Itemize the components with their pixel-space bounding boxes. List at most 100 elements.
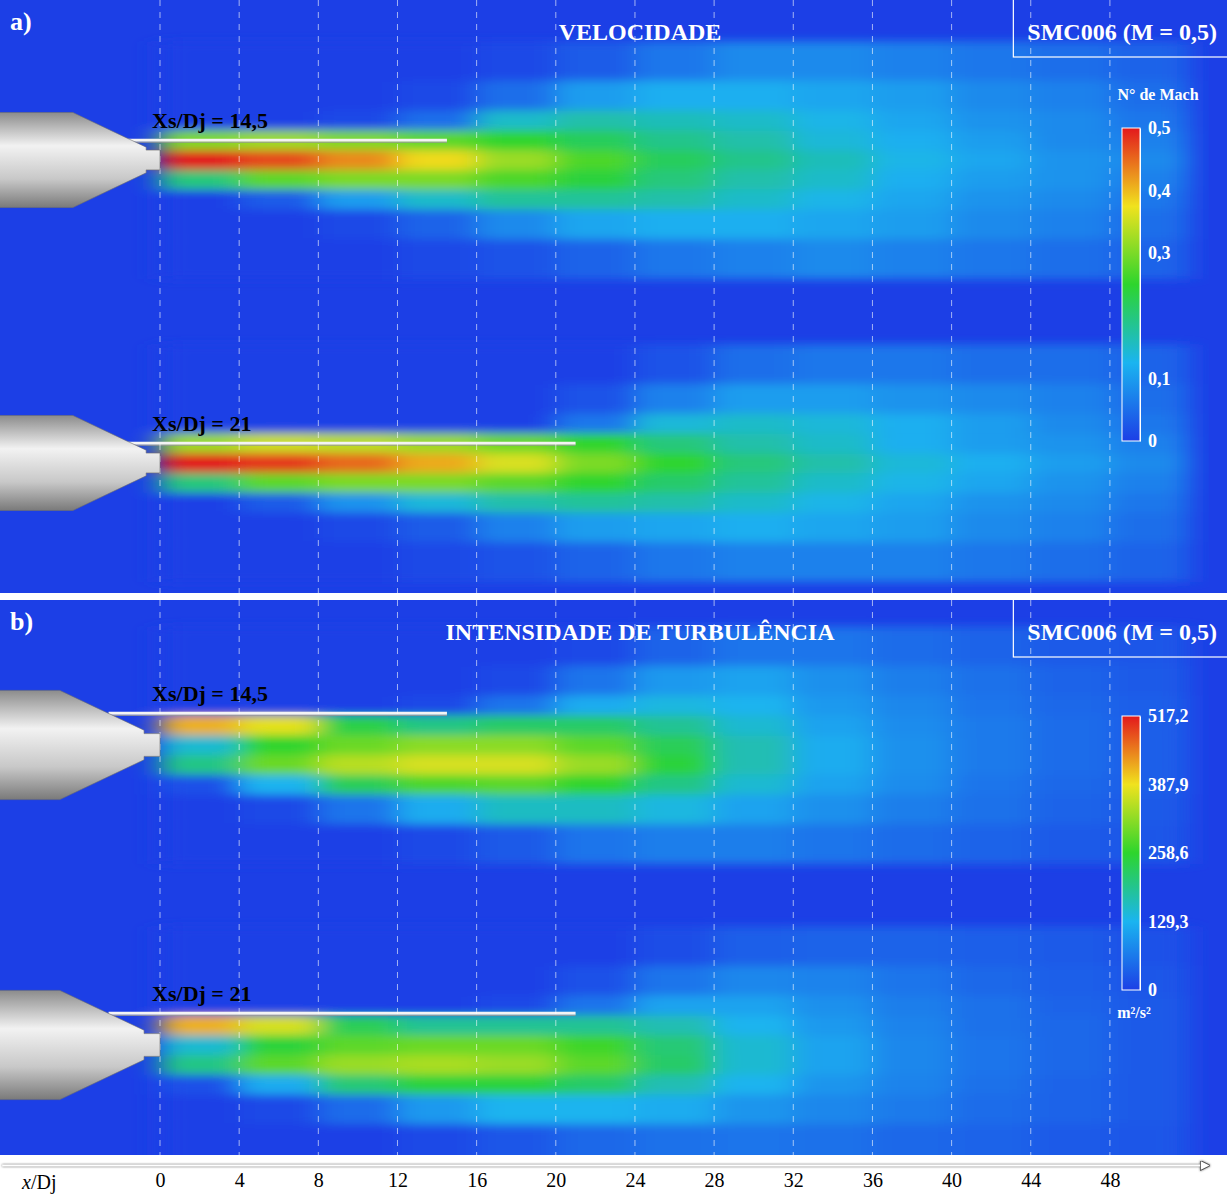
heatmap-cell	[872, 473, 952, 493]
grid-line	[714, 600, 715, 1155]
heatmap-cell	[477, 493, 557, 513]
x-tick: 0	[156, 1165, 166, 1191]
heatmap-cell	[160, 1094, 240, 1124]
heatmap-cell	[1031, 344, 1111, 384]
heatmap-cell	[872, 150, 952, 170]
colorbar-tick-label: 517,2	[1148, 706, 1189, 726]
heatmap-cell	[160, 926, 240, 966]
grid-line	[1030, 0, 1031, 593]
heatmap-cell	[239, 755, 319, 775]
heatmap-cell	[1031, 926, 1111, 966]
heatmap-cell	[952, 81, 1032, 111]
heatmap-cell	[239, 735, 319, 755]
colorbar-tick-label: 0	[1148, 980, 1157, 1000]
heatmap-cell	[872, 715, 952, 735]
heatmap-cell	[318, 824, 398, 864]
heatmap-cell	[714, 239, 794, 279]
heatmap-cell	[318, 794, 398, 824]
heatmap-cell	[793, 209, 873, 239]
grid-line	[318, 0, 319, 593]
x-tick-label: 40	[942, 1169, 962, 1191]
heatmap-cell	[239, 170, 319, 190]
heatmap-cell	[1031, 493, 1111, 513]
heatmap-cell	[477, 1075, 557, 1095]
heatmap-cell	[635, 150, 715, 170]
heatmap-cell	[477, 170, 557, 190]
heatmap-cell	[635, 239, 715, 279]
series-label: Xs/Dj = 21	[152, 411, 251, 436]
heatmap-cell	[793, 81, 873, 111]
heatmap-cell	[477, 384, 557, 414]
heatmap-cell	[477, 542, 557, 582]
heatmap-cell	[714, 926, 794, 966]
subtitle-box	[1013, 598, 1227, 657]
heatmap-cell	[872, 81, 952, 111]
heatmap-cell	[793, 512, 873, 542]
heatmap-cell	[793, 130, 873, 150]
heatmap-cell	[1110, 666, 1190, 696]
heatmap-cell	[1031, 666, 1111, 696]
heatmap-cell	[160, 794, 240, 824]
heatmap-cell	[872, 735, 952, 755]
grid-line	[397, 600, 398, 1155]
heatmap-cell	[872, 1124, 952, 1155]
colorbar-tick: 0	[1140, 431, 1157, 451]
x-tick-label: 48	[1100, 1169, 1120, 1191]
heatmap-cell	[556, 824, 636, 864]
heatmap-cell	[793, 1124, 873, 1155]
heatmap-cell	[793, 775, 873, 795]
heatmap-cell	[318, 111, 398, 131]
heatmap-cell	[556, 493, 636, 513]
heatmap-cell	[793, 1094, 873, 1124]
heatmap-cell	[635, 512, 715, 542]
heatmap-cell	[318, 1015, 398, 1035]
heatmap-cell	[556, 384, 636, 414]
heatmap-cell	[952, 384, 1032, 414]
panel: Xs/Dj = 14,5Xs/Dj = 21b)INTENSIDADE DE T…	[0, 598, 1227, 1164]
heatmap-cell	[1110, 1094, 1190, 1124]
figure: Xs/Dj = 14,5Xs/Dj = 21a)VELOCIDADESMC006…	[0, 0, 1227, 1204]
heatmap-cell	[714, 344, 794, 384]
heatmap-cell	[952, 512, 1032, 542]
heatmap-cell	[1110, 1035, 1190, 1055]
colorbar-ramp	[1122, 128, 1140, 441]
colorbar-tick: 129,3	[1140, 912, 1189, 932]
heatmap-cell	[1031, 1075, 1111, 1095]
heatmap-cell	[635, 926, 715, 966]
heatmap-cell	[318, 209, 398, 239]
heatmap-cell	[318, 473, 398, 493]
heatmap-cell	[714, 735, 794, 755]
heatmap-cell	[477, 1124, 557, 1155]
heatmap-cell	[1110, 1055, 1190, 1075]
x-tick: 36	[863, 1165, 883, 1191]
heatmap-cell	[397, 1075, 477, 1095]
heatmap-cell	[793, 111, 873, 131]
heatmap-cell	[239, 453, 319, 473]
heatmap-cell	[160, 735, 240, 755]
heatmap-cell	[635, 473, 715, 493]
x-tick: 24	[625, 1165, 645, 1191]
x-tick: 48	[1100, 1165, 1120, 1191]
heatmap-cell	[635, 414, 715, 434]
heatmap-cell	[714, 775, 794, 795]
heatmap-cell	[477, 414, 557, 434]
heatmap-cell	[793, 1055, 873, 1075]
heatmap-cell	[714, 209, 794, 239]
heatmap-cell	[397, 473, 477, 493]
grid-line	[555, 600, 556, 1155]
heatmap-cell	[1031, 696, 1111, 716]
heatmap-cell	[952, 111, 1032, 131]
heatmap-cell	[872, 666, 952, 696]
heatmap-cell	[635, 209, 715, 239]
grid-line	[476, 600, 477, 1155]
x-tick-label: 36	[863, 1169, 883, 1191]
heatmap-cell	[477, 1035, 557, 1055]
heatmap-cell	[239, 493, 319, 513]
heatmap-cell	[952, 996, 1032, 1016]
heatmap-cell	[1031, 130, 1111, 150]
heatmap-cell	[635, 794, 715, 824]
grid-line	[239, 0, 240, 593]
heatmap-cell	[477, 239, 557, 279]
shield-plate	[109, 1012, 576, 1015]
colorbar-tick: 0,5	[1140, 118, 1171, 138]
